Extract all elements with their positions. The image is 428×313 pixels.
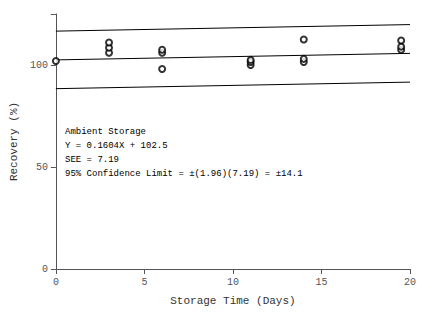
svg-text:10: 10 (227, 277, 239, 288)
svg-text:5: 5 (141, 277, 147, 288)
svg-text:20: 20 (404, 277, 416, 288)
svg-text:15: 15 (315, 277, 327, 288)
svg-text:0: 0 (53, 277, 59, 288)
svg-text:0: 0 (42, 264, 48, 275)
svg-text:100: 100 (30, 60, 48, 71)
svg-text:50: 50 (36, 162, 48, 173)
svg-text:Ambient Storage: Ambient Storage (65, 127, 146, 137)
svg-text:Y = 0.1604X + 102.5: Y = 0.1604X + 102.5 (65, 141, 168, 151)
svg-text:Recovery (%): Recovery (%) (8, 102, 20, 181)
svg-text:SEE = 7.19: SEE = 7.19 (65, 155, 119, 165)
svg-text:Storage Time (Days): Storage Time (Days) (170, 295, 295, 307)
svg-text:95% Confidence Limit = ±(1.96): 95% Confidence Limit = ±(1.96)(7.19) = ±… (65, 169, 303, 179)
